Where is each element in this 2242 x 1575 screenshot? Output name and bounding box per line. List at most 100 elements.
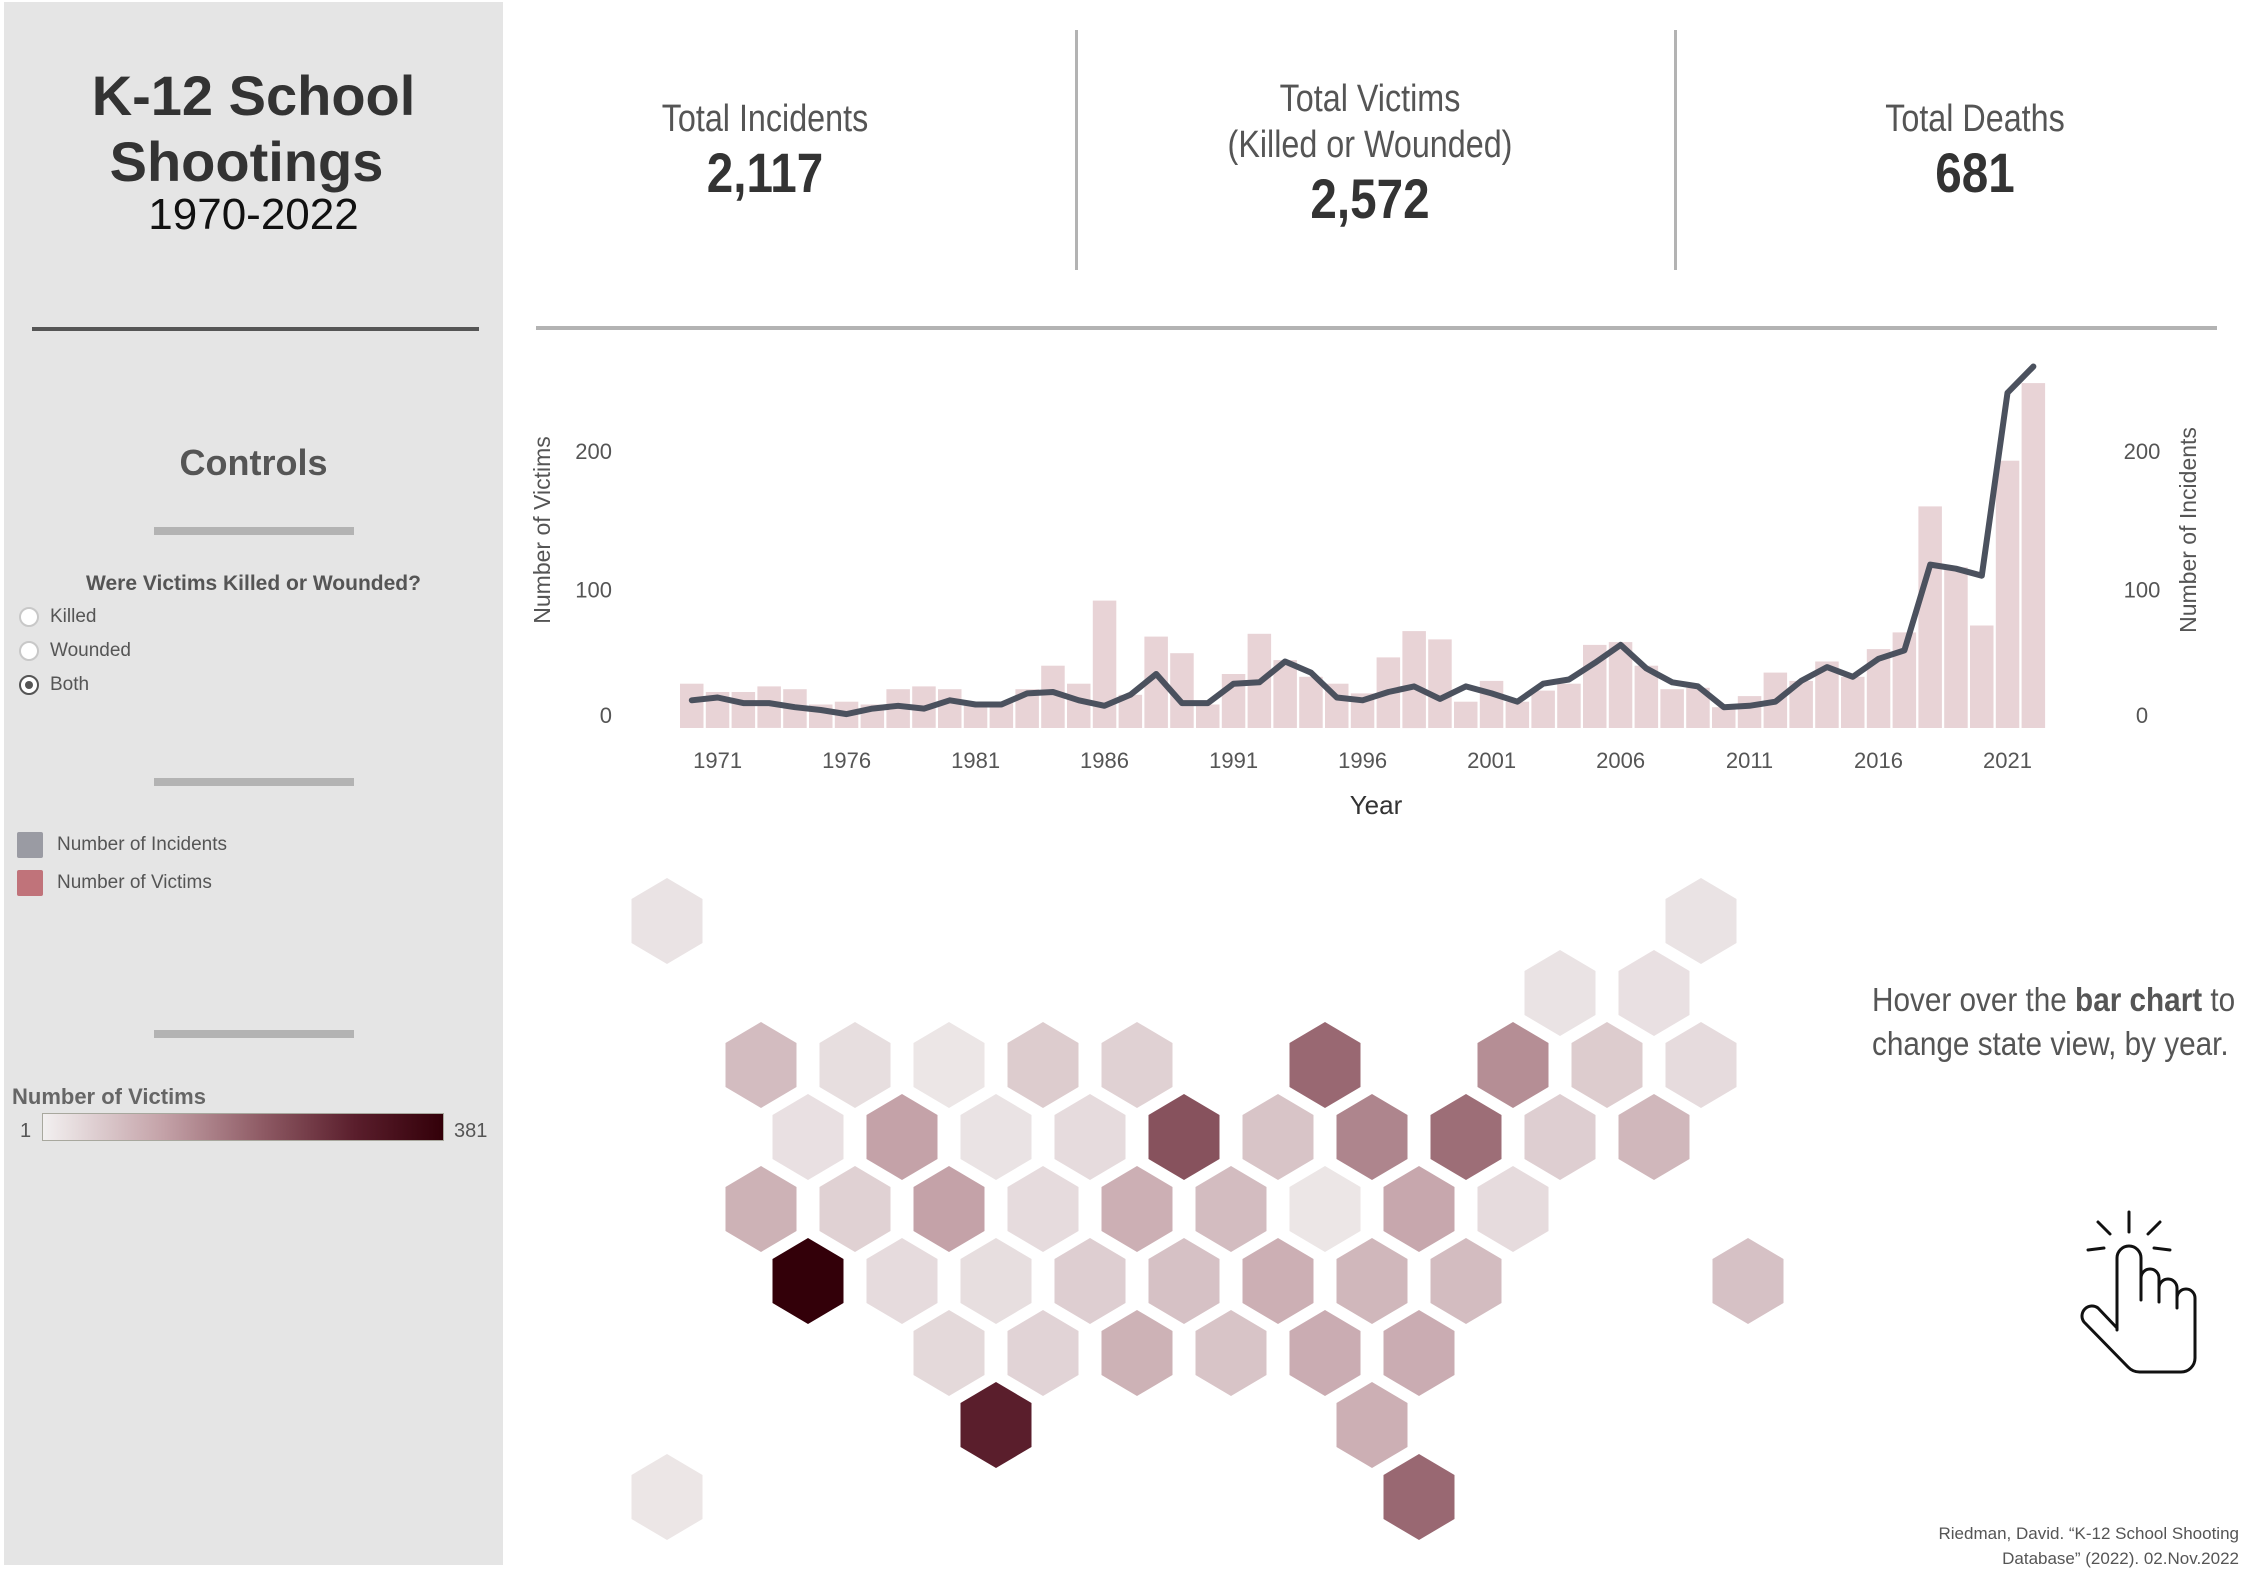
bar-1999[interactable] [1428,639,1452,728]
bar-2022[interactable] [2021,383,2046,728]
state-hex-tile[interactable] [913,1310,985,1396]
bar-2014[interactable] [1815,661,1839,729]
state-hex-tile[interactable] [1712,1238,1784,1324]
bar-2003[interactable] [1531,690,1555,728]
state-hex-tile[interactable] [1618,950,1690,1036]
radio-button-both[interactable] [19,675,39,695]
bar-2013[interactable] [1789,680,1813,728]
bar-1998[interactable] [1402,631,1426,729]
state-hex-tile[interactable] [1430,1238,1502,1324]
state-hex-tile[interactable] [725,1166,797,1252]
state-hex-tile[interactable] [1148,1094,1220,1180]
radio-button-killed[interactable] [19,607,39,627]
bar-1981[interactable] [963,704,988,729]
bar-2006[interactable] [1608,642,1633,728]
radio-both[interactable]: Both [19,670,89,700]
bar-1982[interactable] [989,703,1014,728]
victims-incidents-chart[interactable]: 0 100 200 0 100 200 1971 1976 1981 1986 1991 1996… [510,340,2242,840]
state-hex-tile[interactable] [819,1166,891,1252]
bar-2001[interactable] [1479,680,1504,728]
state-hex-tile[interactable] [1524,950,1596,1036]
state-hex-tile[interactable] [1101,1022,1173,1108]
state-hex-tile[interactable] [1289,1166,1361,1252]
bar-2000[interactable] [1454,701,1478,728]
state-hex-tile[interactable] [631,1454,703,1540]
state-hex-tile[interactable] [1383,1166,1455,1252]
radio-killed[interactable]: Killed [19,602,96,632]
state-hex-tile[interactable] [1007,1022,1079,1108]
state-hex-tile[interactable] [1477,1166,1549,1252]
state-hex-tile[interactable] [1430,1094,1502,1180]
state-hex-tile[interactable] [1618,1094,1690,1180]
bar-1994[interactable] [1299,676,1323,728]
bar-2015[interactable] [1841,676,1865,728]
bar-2008[interactable] [1660,689,1684,728]
state-hex-tile[interactable] [1336,1094,1408,1180]
state-hex-tile[interactable] [1289,1022,1361,1108]
state-hex-tile[interactable] [913,1022,985,1108]
bar-2019[interactable] [1944,567,1968,728]
state-hex-tile[interactable] [772,1094,844,1180]
bar-1985[interactable] [1067,683,1091,728]
kpi-total-incidents: Total Incidents 2,117 [560,0,970,280]
state-hex-tile[interactable] [1101,1166,1173,1252]
state-hex-tile[interactable] [1524,1094,1596,1180]
x-axis-title: Year [1350,790,1403,820]
bar-1973[interactable] [757,686,781,728]
bar-1970[interactable] [680,683,704,728]
state-hex-tile[interactable] [1571,1022,1643,1108]
state-hex-tile[interactable] [866,1094,938,1180]
state-hex-tile[interactable] [1101,1310,1173,1396]
bar-2009[interactable] [1686,687,1710,728]
bar-2004[interactable] [1557,683,1581,728]
state-hex-tile[interactable] [631,878,703,964]
state-hex-tile[interactable] [1195,1310,1267,1396]
state-hex-tile[interactable] [1195,1166,1267,1252]
bar-2018[interactable] [1918,506,1942,728]
state-hex-tile[interactable] [1665,878,1737,964]
bar-2017[interactable] [1892,632,1917,728]
state-hex-tile[interactable] [1007,1166,1079,1252]
bar-2002[interactable] [1505,701,1530,728]
bar-2016[interactable] [1866,649,1891,728]
state-hex-tile[interactable] [1054,1238,1126,1324]
state-hex-tile[interactable] [725,1022,797,1108]
state-hex-tile[interactable] [819,1022,891,1108]
state-hex-tile[interactable] [960,1094,1032,1180]
bar-1986[interactable] [1092,600,1117,728]
state-hex-tile[interactable] [1289,1310,1361,1396]
bar-1987[interactable] [1118,694,1143,728]
state-hex-tile[interactable] [1054,1094,1126,1180]
bar-1980[interactable] [938,689,962,728]
bar-1989[interactable] [1170,653,1194,728]
bar-2010[interactable] [1712,707,1736,728]
state-hex-tile[interactable] [1336,1238,1408,1324]
bar-2021[interactable] [1995,460,2020,728]
bar-1990[interactable] [1196,704,1220,729]
state-hex-tile[interactable] [960,1238,1032,1324]
bar-2011[interactable] [1737,696,1762,728]
bar-1988[interactable] [1144,636,1168,728]
radio-button-wounded[interactable] [19,641,39,661]
state-hex-map[interactable] [600,860,1840,1560]
state-hex-tile[interactable] [1665,1022,1737,1108]
bar-1972[interactable] [731,692,756,728]
radio-wounded[interactable]: Wounded [19,636,131,666]
state-hex-tile[interactable] [1242,1094,1314,1180]
state-hex-tile[interactable] [772,1238,844,1324]
x-tick-2021: 2021 [1983,748,2032,773]
state-hex-tile[interactable] [1383,1454,1455,1540]
bar-2020[interactable] [1970,625,1994,729]
state-hex-tile[interactable] [960,1382,1032,1468]
bar-2007[interactable] [1634,665,1659,728]
bar-1984[interactable] [1041,665,1065,728]
state-hex-tile[interactable] [1477,1022,1549,1108]
state-hex-tile[interactable] [1336,1382,1408,1468]
state-hex-tile[interactable] [1148,1238,1220,1324]
bar-1993[interactable] [1273,660,1297,728]
state-hex-tile[interactable] [1242,1238,1314,1324]
state-hex-tile[interactable] [1007,1310,1079,1396]
state-hex-tile[interactable] [913,1166,985,1252]
state-hex-tile[interactable] [1383,1310,1455,1396]
state-hex-tile[interactable] [866,1238,938,1324]
